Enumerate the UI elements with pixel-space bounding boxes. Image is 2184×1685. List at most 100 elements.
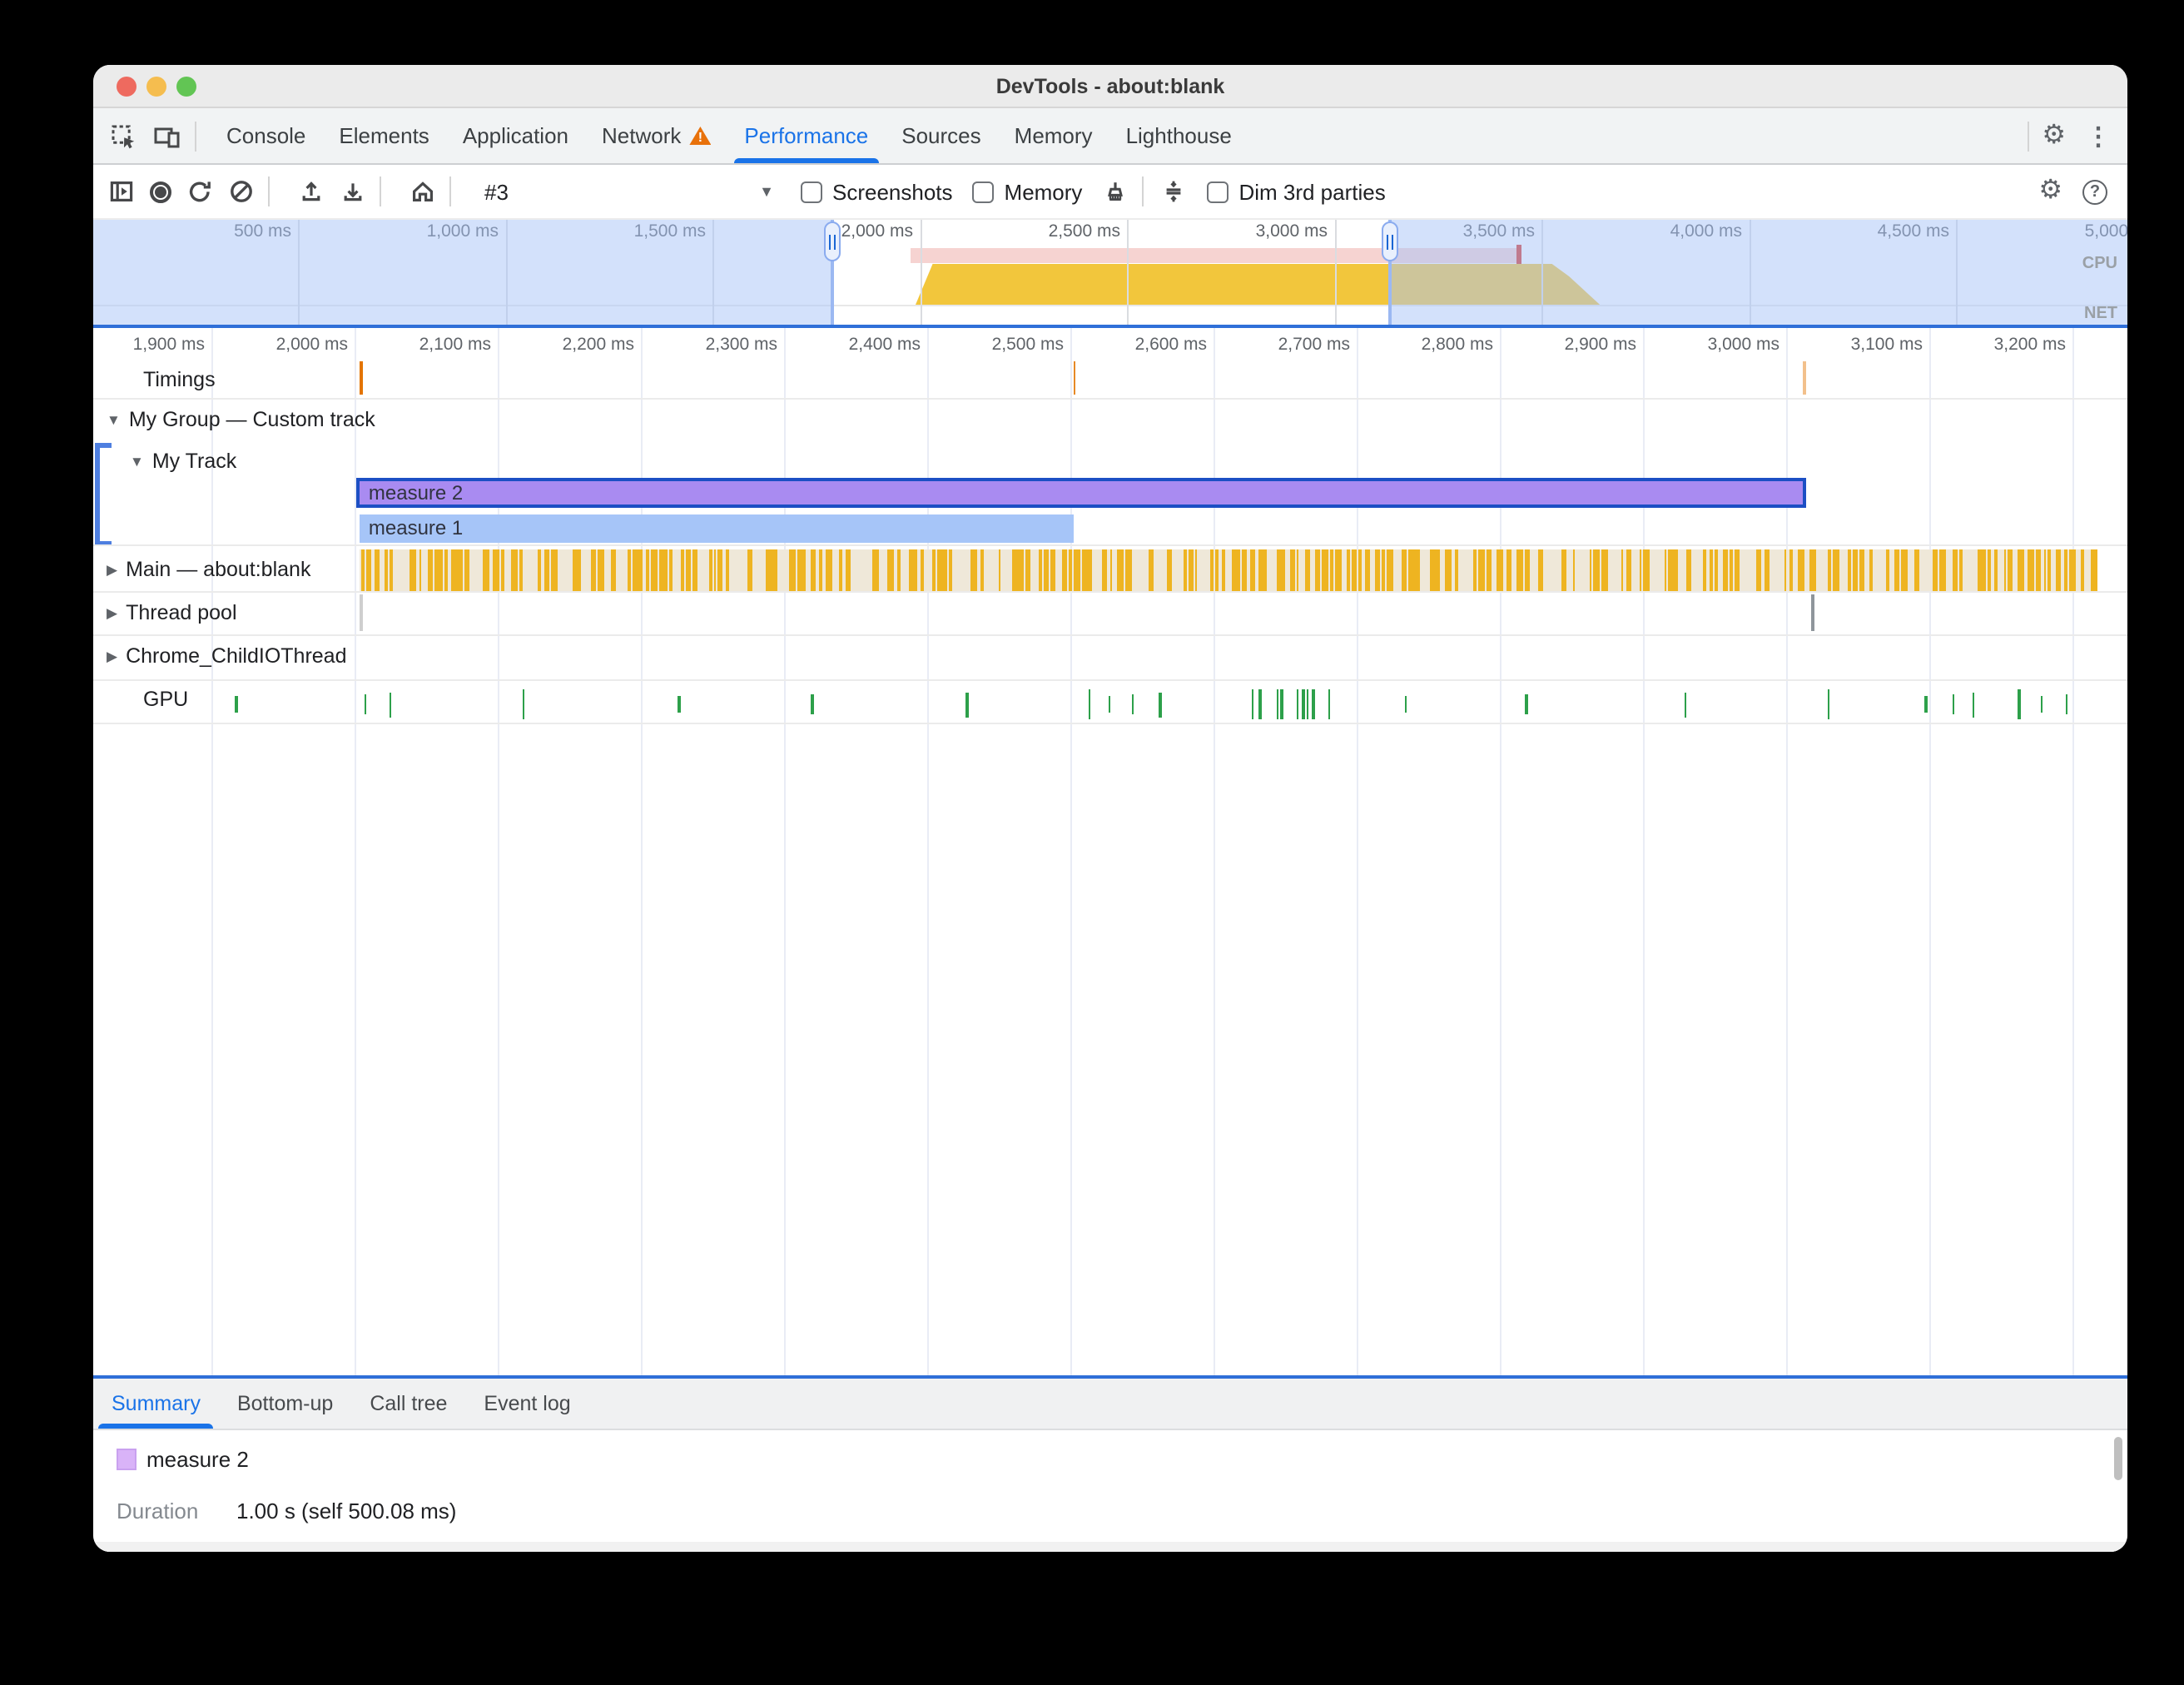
memory-label: Memory bbox=[1004, 179, 1083, 204]
tab-label: Lighthouse bbox=[1125, 123, 1232, 148]
tab-elements[interactable]: Elements bbox=[322, 108, 445, 163]
overview-shade-left bbox=[93, 220, 832, 325]
measure-1-bar[interactable]: measure 1 bbox=[360, 514, 1074, 542]
chevron-expanded-icon: ▼ bbox=[107, 411, 121, 428]
track-label: Main — about:blank bbox=[126, 558, 311, 581]
history-dropdown[interactable]: #3 ▼ bbox=[478, 179, 781, 204]
divider bbox=[449, 176, 451, 206]
selection-handle-line-left[interactable] bbox=[830, 220, 834, 325]
reload-and-record-icon[interactable] bbox=[186, 178, 213, 205]
tab-console[interactable]: Console bbox=[210, 108, 322, 163]
selection-handle-line-right[interactable] bbox=[1388, 220, 1392, 325]
upload-profile-icon[interactable] bbox=[298, 178, 325, 205]
measure-label: measure 1 bbox=[368, 515, 464, 539]
inspect-element-icon[interactable] bbox=[110, 122, 136, 149]
tab-label: Bottom-up bbox=[236, 1392, 334, 1415]
timeline-overview[interactable]: 500 ms1,000 ms1,500 ms2,000 ms2,500 ms3,… bbox=[93, 220, 2127, 328]
clear-icon[interactable] bbox=[228, 178, 255, 205]
track-gpu-label[interactable]: GPU bbox=[143, 688, 189, 711]
track-thread-pool-header[interactable]: ▶ Thread pool bbox=[107, 601, 237, 624]
tab-label: Memory bbox=[1014, 123, 1093, 148]
divider bbox=[380, 176, 381, 206]
divider bbox=[268, 176, 270, 206]
collapse-sanity-icon[interactable] bbox=[1160, 178, 1187, 205]
cpu-lane-label: CPU bbox=[2082, 255, 2117, 273]
selected-event-name: measure 2 bbox=[146, 1447, 249, 1472]
device-toolbar-icon[interactable] bbox=[153, 122, 181, 149]
main-thread-activity[interactable] bbox=[360, 549, 2098, 590]
panel-tabbar: Console Elements Application Network! Pe… bbox=[93, 108, 2127, 165]
measure-2-bar[interactable]: measure 2 bbox=[356, 478, 1807, 508]
history-selected-label: #3 bbox=[484, 179, 509, 204]
track-label: Thread pool bbox=[126, 601, 237, 624]
capture-settings-gear-icon[interactable]: ⚙ bbox=[2038, 176, 2062, 205]
selected-track-bracket bbox=[95, 443, 99, 544]
flame-chart[interactable]: 1,900 ms 2,000 ms 2,100 ms 2,200 ms 2,300 ms… bbox=[93, 328, 2127, 1375]
minimize-window-button[interactable] bbox=[146, 77, 166, 97]
tab-label: Event log bbox=[484, 1392, 571, 1415]
measure-label: measure 2 bbox=[368, 481, 464, 505]
tab-event-log[interactable]: Event log bbox=[465, 1379, 588, 1429]
selected-track-bracket-cap bbox=[95, 540, 112, 544]
dim-3rd-parties-label: Dim 3rd parties bbox=[1238, 179, 1386, 204]
kebab-menu-icon[interactable]: ⋮ bbox=[2086, 122, 2111, 151]
net-lane-divider bbox=[93, 305, 2127, 306]
chevron-expanded-icon: ▼ bbox=[130, 453, 144, 470]
toggle-sidebar-icon[interactable] bbox=[108, 178, 135, 205]
performance-toolbar: #3 ▼ Screenshots Memory Dim 3rd parties … bbox=[93, 165, 2127, 220]
track-label: My Group — Custom track bbox=[128, 408, 375, 431]
track-timings-label[interactable]: Timings bbox=[143, 368, 216, 391]
settings-gear-icon[interactable]: ⚙ bbox=[2042, 121, 2066, 149]
garbage-collect-icon[interactable] bbox=[1102, 178, 1129, 205]
tab-performance[interactable]: Performance bbox=[727, 108, 885, 163]
track-group-header[interactable]: ▼ My Group — Custom track bbox=[107, 408, 375, 431]
memory-checkbox[interactable] bbox=[972, 181, 995, 202]
titlebar: DevTools - about:blank bbox=[93, 65, 2127, 108]
divider bbox=[1142, 176, 1144, 206]
screenshots-checkbox[interactable] bbox=[801, 181, 822, 202]
home-icon[interactable] bbox=[410, 178, 436, 205]
tab-label: Network bbox=[602, 123, 682, 148]
tab-sources[interactable]: Sources bbox=[885, 108, 997, 163]
chevron-collapsed-icon: ▶ bbox=[107, 561, 118, 578]
tab-memory[interactable]: Memory bbox=[998, 108, 1109, 163]
tab-application[interactable]: Application bbox=[446, 108, 585, 163]
track-label: My Track bbox=[151, 450, 237, 473]
tab-bottom-up[interactable]: Bottom-up bbox=[219, 1379, 351, 1429]
tab-call-tree[interactable]: Call tree bbox=[351, 1379, 465, 1429]
close-window-button[interactable] bbox=[117, 77, 136, 97]
tab-label: Application bbox=[462, 123, 569, 148]
tab-summary[interactable]: Summary bbox=[93, 1379, 219, 1429]
tab-label: Console bbox=[226, 123, 306, 148]
devtools-window: DevTools - about:blank Console Elements … bbox=[93, 65, 2127, 1552]
tabbar-right: ⚙ ⋮ bbox=[2013, 121, 2111, 151]
tab-label: Sources bbox=[901, 123, 981, 148]
track-child-io-header[interactable]: ▶ Chrome_ChildIOThread bbox=[107, 644, 347, 668]
row-divider bbox=[93, 679, 2127, 681]
selection-handle-left[interactable] bbox=[823, 221, 841, 261]
row-divider bbox=[93, 591, 2127, 593]
tab-lighthouse[interactable]: Lighthouse bbox=[1109, 108, 1248, 163]
event-color-swatch bbox=[117, 1449, 136, 1470]
zoom-window-button[interactable] bbox=[176, 77, 196, 97]
tab-network[interactable]: Network! bbox=[585, 108, 727, 163]
download-profile-icon[interactable] bbox=[340, 178, 366, 205]
help-icon[interactable]: ? bbox=[2082, 179, 2107, 204]
row-divider bbox=[93, 544, 2127, 546]
track-my-track-header[interactable]: ▼ My Track bbox=[130, 450, 236, 473]
active-tab-underline bbox=[98, 1424, 214, 1429]
record-icon[interactable] bbox=[150, 181, 171, 202]
tab-label: Call tree bbox=[370, 1392, 448, 1415]
divider bbox=[195, 121, 196, 151]
window-title: DevTools - about:blank bbox=[995, 75, 1225, 98]
track-label: Chrome_ChildIOThread bbox=[126, 644, 347, 668]
dim-3rd-parties-checkbox[interactable] bbox=[1207, 181, 1229, 202]
tab-label: Summary bbox=[112, 1392, 201, 1415]
scrollbar-thumb[interactable] bbox=[2114, 1437, 2122, 1480]
selection-handle-right[interactable] bbox=[1382, 221, 1399, 261]
tab-label: Performance bbox=[744, 123, 869, 148]
chevron-collapsed-icon: ▶ bbox=[107, 604, 118, 621]
track-main-header[interactable]: ▶ Main — about:blank bbox=[107, 558, 310, 581]
chevron-down-icon: ▼ bbox=[759, 183, 774, 200]
